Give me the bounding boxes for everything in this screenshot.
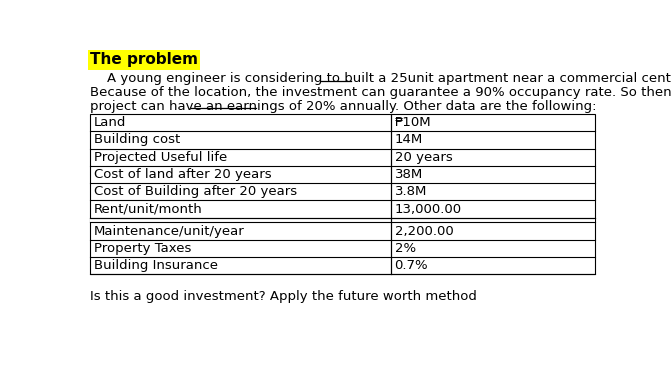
Text: Cost of Building after 20 years: Cost of Building after 20 years — [94, 185, 297, 198]
Text: ₱10M: ₱10M — [395, 116, 431, 129]
Text: Land: Land — [94, 116, 126, 129]
Text: 38M: 38M — [395, 168, 423, 181]
Text: The problem: The problem — [90, 53, 198, 68]
Text: 13,000.00: 13,000.00 — [395, 203, 462, 216]
Text: Cost of land after 20 years: Cost of land after 20 years — [94, 168, 272, 181]
Text: 14M: 14M — [395, 134, 423, 147]
Text: A young engineer is considering to built a 25unit apartment near a commercial ce: A young engineer is considering to built… — [90, 72, 671, 85]
Text: Because of the location, the investment can guarantee a 90% occupancy rate. So t: Because of the location, the investment … — [90, 86, 671, 99]
Bar — [91, 218, 595, 222]
Text: Rent/unit/month: Rent/unit/month — [94, 203, 203, 216]
Text: 0.7%: 0.7% — [395, 259, 428, 272]
Text: 3.8M: 3.8M — [395, 185, 427, 198]
Text: project can have an earnings of 20% annually. Other data are the following:: project can have an earnings of 20% annu… — [90, 100, 597, 113]
Text: Maintenance/unit/year: Maintenance/unit/year — [94, 225, 245, 238]
Bar — [90, 114, 595, 274]
Text: Projected Useful life: Projected Useful life — [94, 151, 227, 164]
Text: Is this a good investment? Apply the future worth method: Is this a good investment? Apply the fut… — [90, 289, 477, 303]
Text: Building Insurance: Building Insurance — [94, 259, 218, 272]
Text: Property Taxes: Property Taxes — [94, 242, 191, 255]
Text: Building cost: Building cost — [94, 134, 180, 147]
Text: 2%: 2% — [395, 242, 416, 255]
Text: 2,200.00: 2,200.00 — [395, 225, 454, 238]
Text: 20 years: 20 years — [395, 151, 452, 164]
